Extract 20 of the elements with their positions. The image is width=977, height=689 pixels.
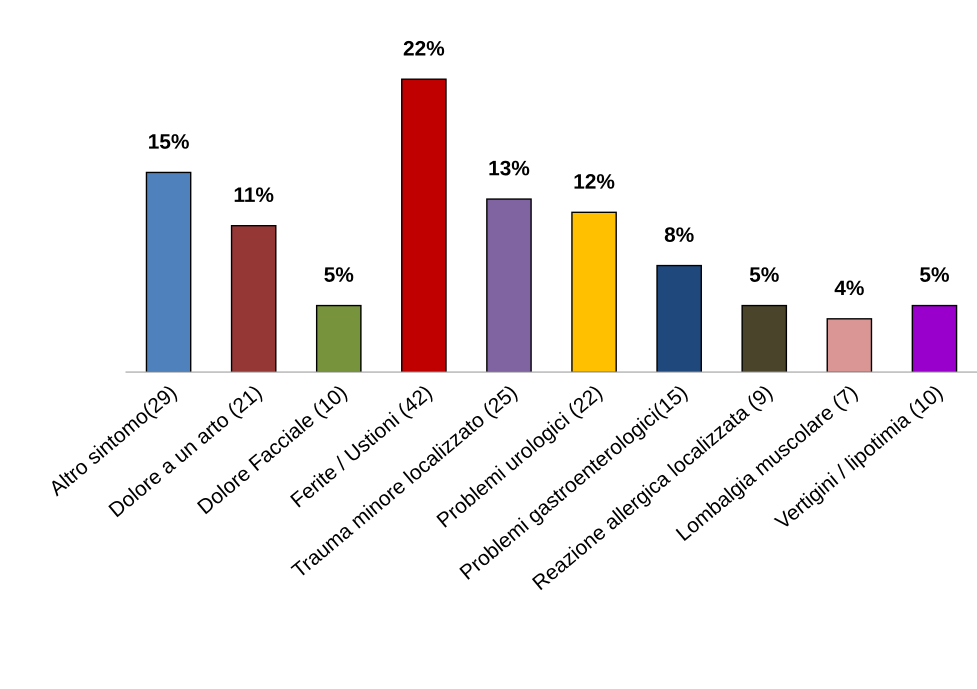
data-label: 5% bbox=[324, 267, 354, 282]
bar bbox=[316, 304, 362, 372]
data-label: 12% bbox=[574, 174, 614, 189]
bar bbox=[826, 318, 872, 372]
data-label: 11% bbox=[234, 187, 274, 202]
data-label: 4% bbox=[834, 280, 864, 296]
data-label: 22% bbox=[404, 40, 444, 56]
bar bbox=[571, 212, 617, 372]
data-label: 5% bbox=[750, 267, 779, 282]
bar bbox=[912, 304, 958, 372]
data-label: 13% bbox=[489, 160, 530, 176]
bar bbox=[656, 264, 702, 372]
data-label: 15% bbox=[149, 134, 189, 149]
bar bbox=[146, 172, 192, 372]
data-label: 8% bbox=[664, 227, 694, 242]
bar bbox=[230, 224, 276, 372]
bar bbox=[486, 198, 532, 372]
data-label: 5% bbox=[920, 267, 949, 282]
bar bbox=[741, 304, 788, 372]
bar bbox=[401, 78, 447, 372]
